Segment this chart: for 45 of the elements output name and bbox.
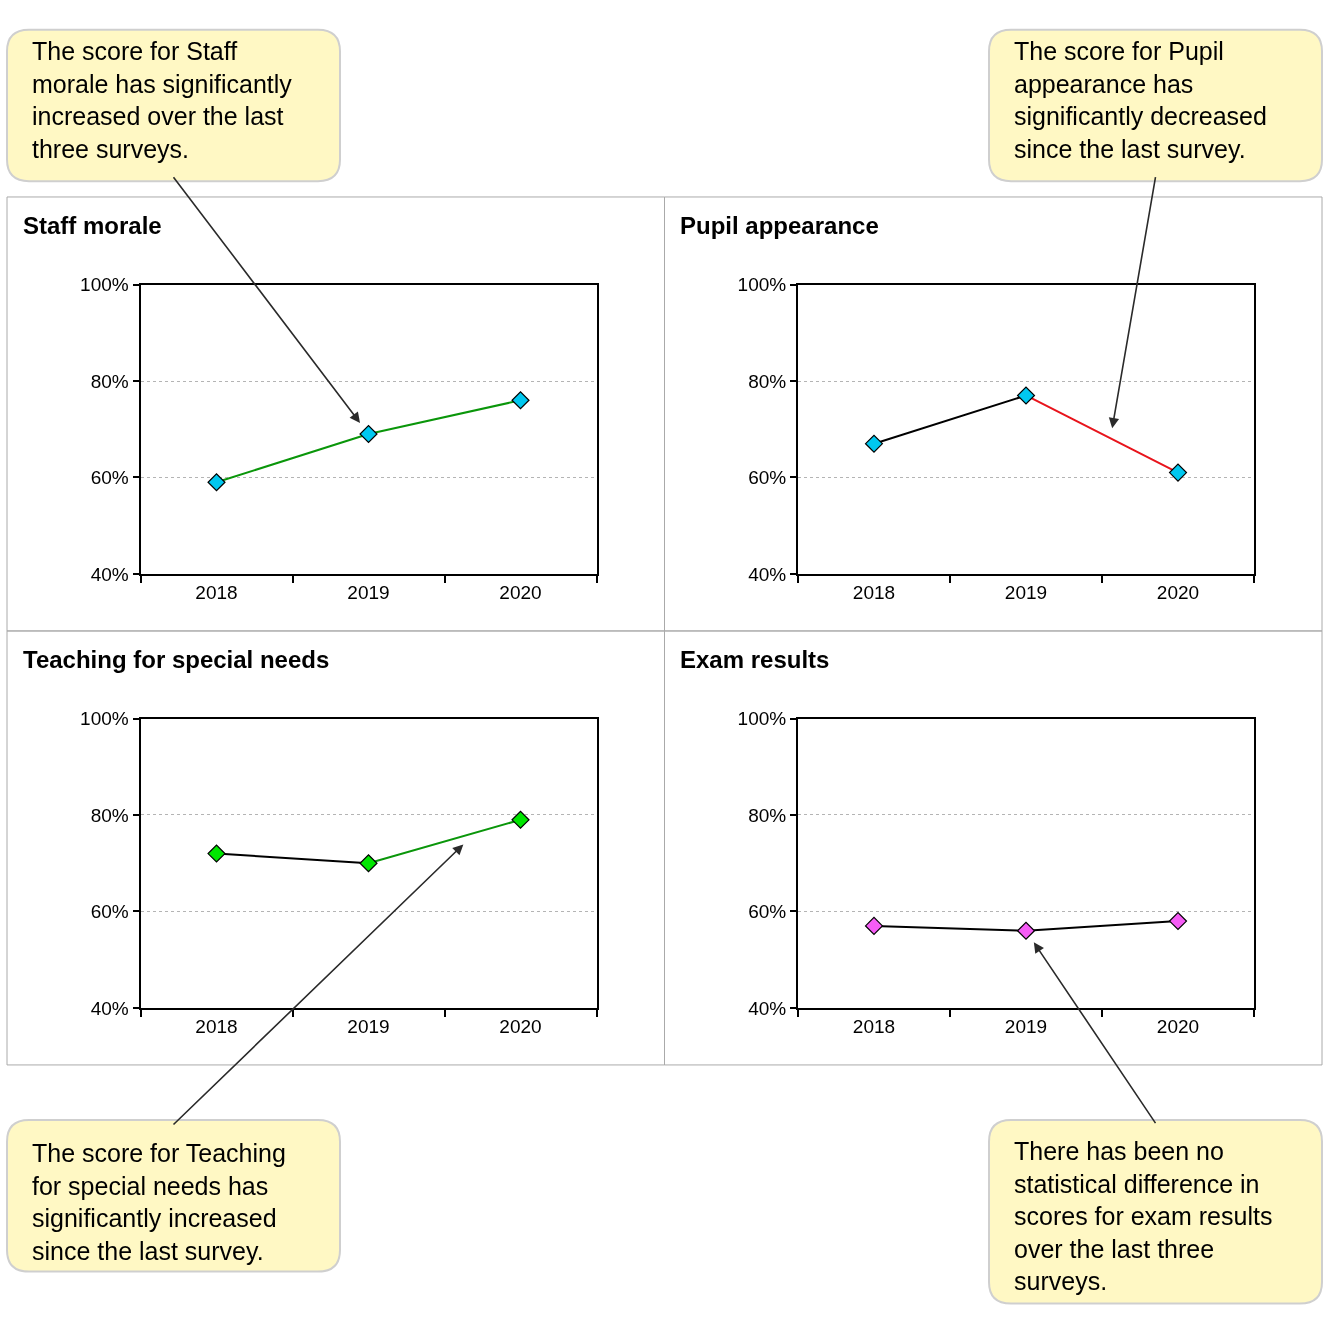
point <box>511 810 530 829</box>
point <box>1168 463 1188 482</box>
y-tick-label: 40% <box>90 997 129 1019</box>
point <box>359 424 378 444</box>
x-tick-label: 2020 <box>1156 581 1200 603</box>
y-tick-label: 100% <box>80 274 129 296</box>
x-tick-label: 2018 <box>195 1015 238 1037</box>
y-tick-label: 60% <box>748 467 787 489</box>
x-tick-label: 2019 <box>1004 1015 1048 1037</box>
y-tick-label: 60% <box>90 467 129 489</box>
x-tick-label: 2020 <box>499 1015 542 1037</box>
x-tick-label: 2020 <box>499 581 542 603</box>
y-tick-label: 40% <box>748 563 787 585</box>
y-tick-label: 60% <box>90 901 129 923</box>
y-tick-label: 80% <box>90 804 129 826</box>
chart-title: Exam results <box>680 646 830 673</box>
y-tick-label: 80% <box>748 370 787 392</box>
y-tick-label: 100% <box>80 708 129 730</box>
chart-title: Staff morale <box>23 212 162 239</box>
point <box>511 391 530 410</box>
text: The score for Pupil appearance has significantly decreased since the last survey. <box>1014 37 1267 163</box>
x-tick-label: 2019 <box>347 1015 390 1037</box>
x-tick-label: 2020 <box>1156 1015 1200 1037</box>
point <box>864 434 884 453</box>
point <box>207 844 226 863</box>
y-tick-label: 80% <box>748 804 787 826</box>
chart-title: Pupil appearance <box>680 212 879 239</box>
y-tick-label: 80% <box>90 370 129 392</box>
annotation: The score for Staff morale has significantly increased over the last three surveys. <box>32 37 293 163</box>
y-tick-label: 40% <box>748 997 787 1019</box>
x-tick-label: 2019 <box>1004 581 1048 603</box>
x-tick-label: 2018 <box>852 581 896 603</box>
point <box>207 473 226 492</box>
point <box>359 854 378 873</box>
y-tick-label: 60% <box>748 901 787 923</box>
x-tick-label: 2019 <box>347 581 390 603</box>
chart-title: Teaching for special needs <box>23 646 330 673</box>
x-tick-label: 2018 <box>195 581 238 603</box>
y-tick-label: 100% <box>737 708 787 730</box>
text: The score for Teaching for special needs has significantly increased since the last survey. <box>32 1139 286 1265</box>
annotation: There has been no statistical difference in scores for exam results over the last three surveys. <box>1014 1137 1273 1296</box>
y-tick-label: 40% <box>90 563 129 585</box>
y-tick-label: 100% <box>737 274 787 296</box>
x-tick-label: 2018 <box>852 1015 896 1037</box>
point <box>1016 386 1036 405</box>
